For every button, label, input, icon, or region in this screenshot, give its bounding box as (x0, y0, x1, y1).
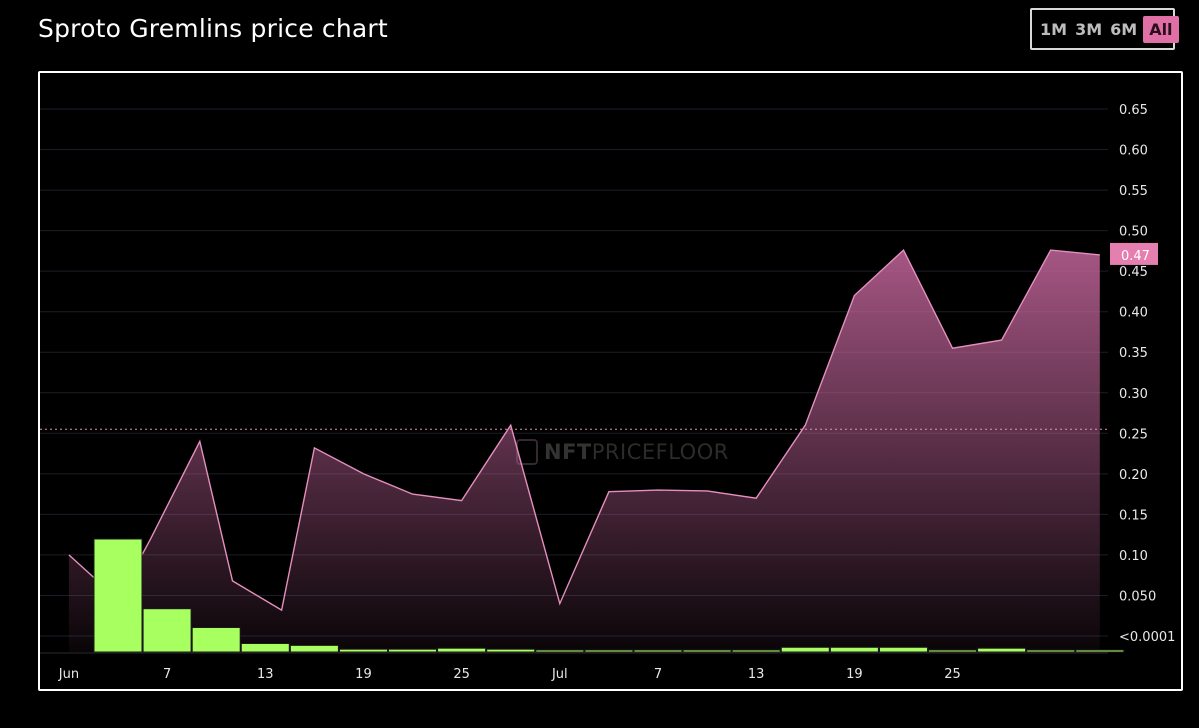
price-line (68, 248, 1100, 612)
chart-container: NFTPRICEFLOOR 0.65 0.60 0.55 0.50 0.45 0.40 0.… (38, 71, 1183, 691)
volume-bar (731, 649, 781, 653)
x-tick-label: 7 (163, 667, 171, 682)
last-price-tag (1110, 242, 1158, 265)
watermark-text: NFTPRICEFLOOR (544, 440, 729, 464)
volume-bar (93, 538, 143, 653)
y-tick-label: 0.050 (1119, 589, 1156, 604)
volume-bar (1026, 649, 1076, 653)
x-tick-label: 25 (944, 667, 961, 682)
y-tick-label: 0.55 (1119, 184, 1148, 199)
volume-bar (829, 646, 879, 653)
volume-bar (584, 649, 634, 653)
page-title: Sproto Gremlins price chart (38, 14, 388, 43)
y-tick-label: 0.45 (1119, 265, 1148, 280)
watermark: NFTPRICEFLOOR (516, 439, 729, 465)
range-1m-button[interactable]: 1M (1040, 19, 1068, 39)
x-tick-label: Jun (58, 667, 79, 682)
y-tick-label: 0.40 (1119, 306, 1148, 321)
y-tick-label: 0.65 (1119, 103, 1148, 118)
volume-bar (977, 647, 1027, 653)
y-tick-label: 0.15 (1119, 508, 1148, 523)
y-tick-label: 0.50 (1119, 225, 1148, 240)
y-tick-label: 0.10 (1119, 549, 1148, 564)
volume-bar (535, 649, 585, 653)
volume-bar (339, 648, 388, 653)
volume-bar (289, 644, 339, 653)
volume-bar (682, 649, 732, 653)
range-6m-button[interactable]: 6M (1110, 19, 1138, 39)
x-tick-label: 13 (257, 667, 274, 682)
volume-bar (437, 647, 487, 653)
x-tick-label: Jul (551, 667, 568, 682)
y-tick-label: 0.60 (1119, 144, 1148, 159)
x-tick-label: 7 (654, 667, 662, 682)
volume-bar (142, 608, 192, 653)
range-3m-button[interactable]: 3M (1075, 19, 1103, 39)
time-range-selector: 1M 3M 6M All (1030, 8, 1179, 50)
price-area (68, 250, 1100, 652)
volume-bar (879, 646, 928, 653)
price-chart-svg[interactable]: 0.65 0.60 0.55 0.50 0.45 0.40 0.35 0.30 0.25 0.20… (40, 73, 1181, 689)
x-tick-label: 13 (748, 667, 765, 682)
volume-bar (780, 646, 830, 653)
volume-bar (1075, 649, 1125, 653)
y-tick-label: <0.0001 (1119, 630, 1175, 645)
y-tick-label: 0.20 (1119, 468, 1148, 483)
range-all-button[interactable]: All (1143, 15, 1179, 43)
volume-bar (388, 648, 437, 653)
last-price-label: 0.47 (1121, 249, 1150, 264)
volume-bar (486, 648, 536, 653)
volume-bar (633, 649, 683, 653)
x-tick-label: 19 (355, 667, 372, 682)
volume-bar (191, 627, 241, 653)
x-tick-label: 25 (453, 667, 470, 682)
y-tick-label: 0.30 (1119, 387, 1148, 402)
volume-bar (928, 649, 977, 653)
y-tick-label: 0.35 (1119, 346, 1148, 361)
x-tick-label: 19 (846, 667, 863, 682)
y-tick-label: 0.25 (1119, 427, 1148, 442)
volume-bar (240, 643, 290, 653)
